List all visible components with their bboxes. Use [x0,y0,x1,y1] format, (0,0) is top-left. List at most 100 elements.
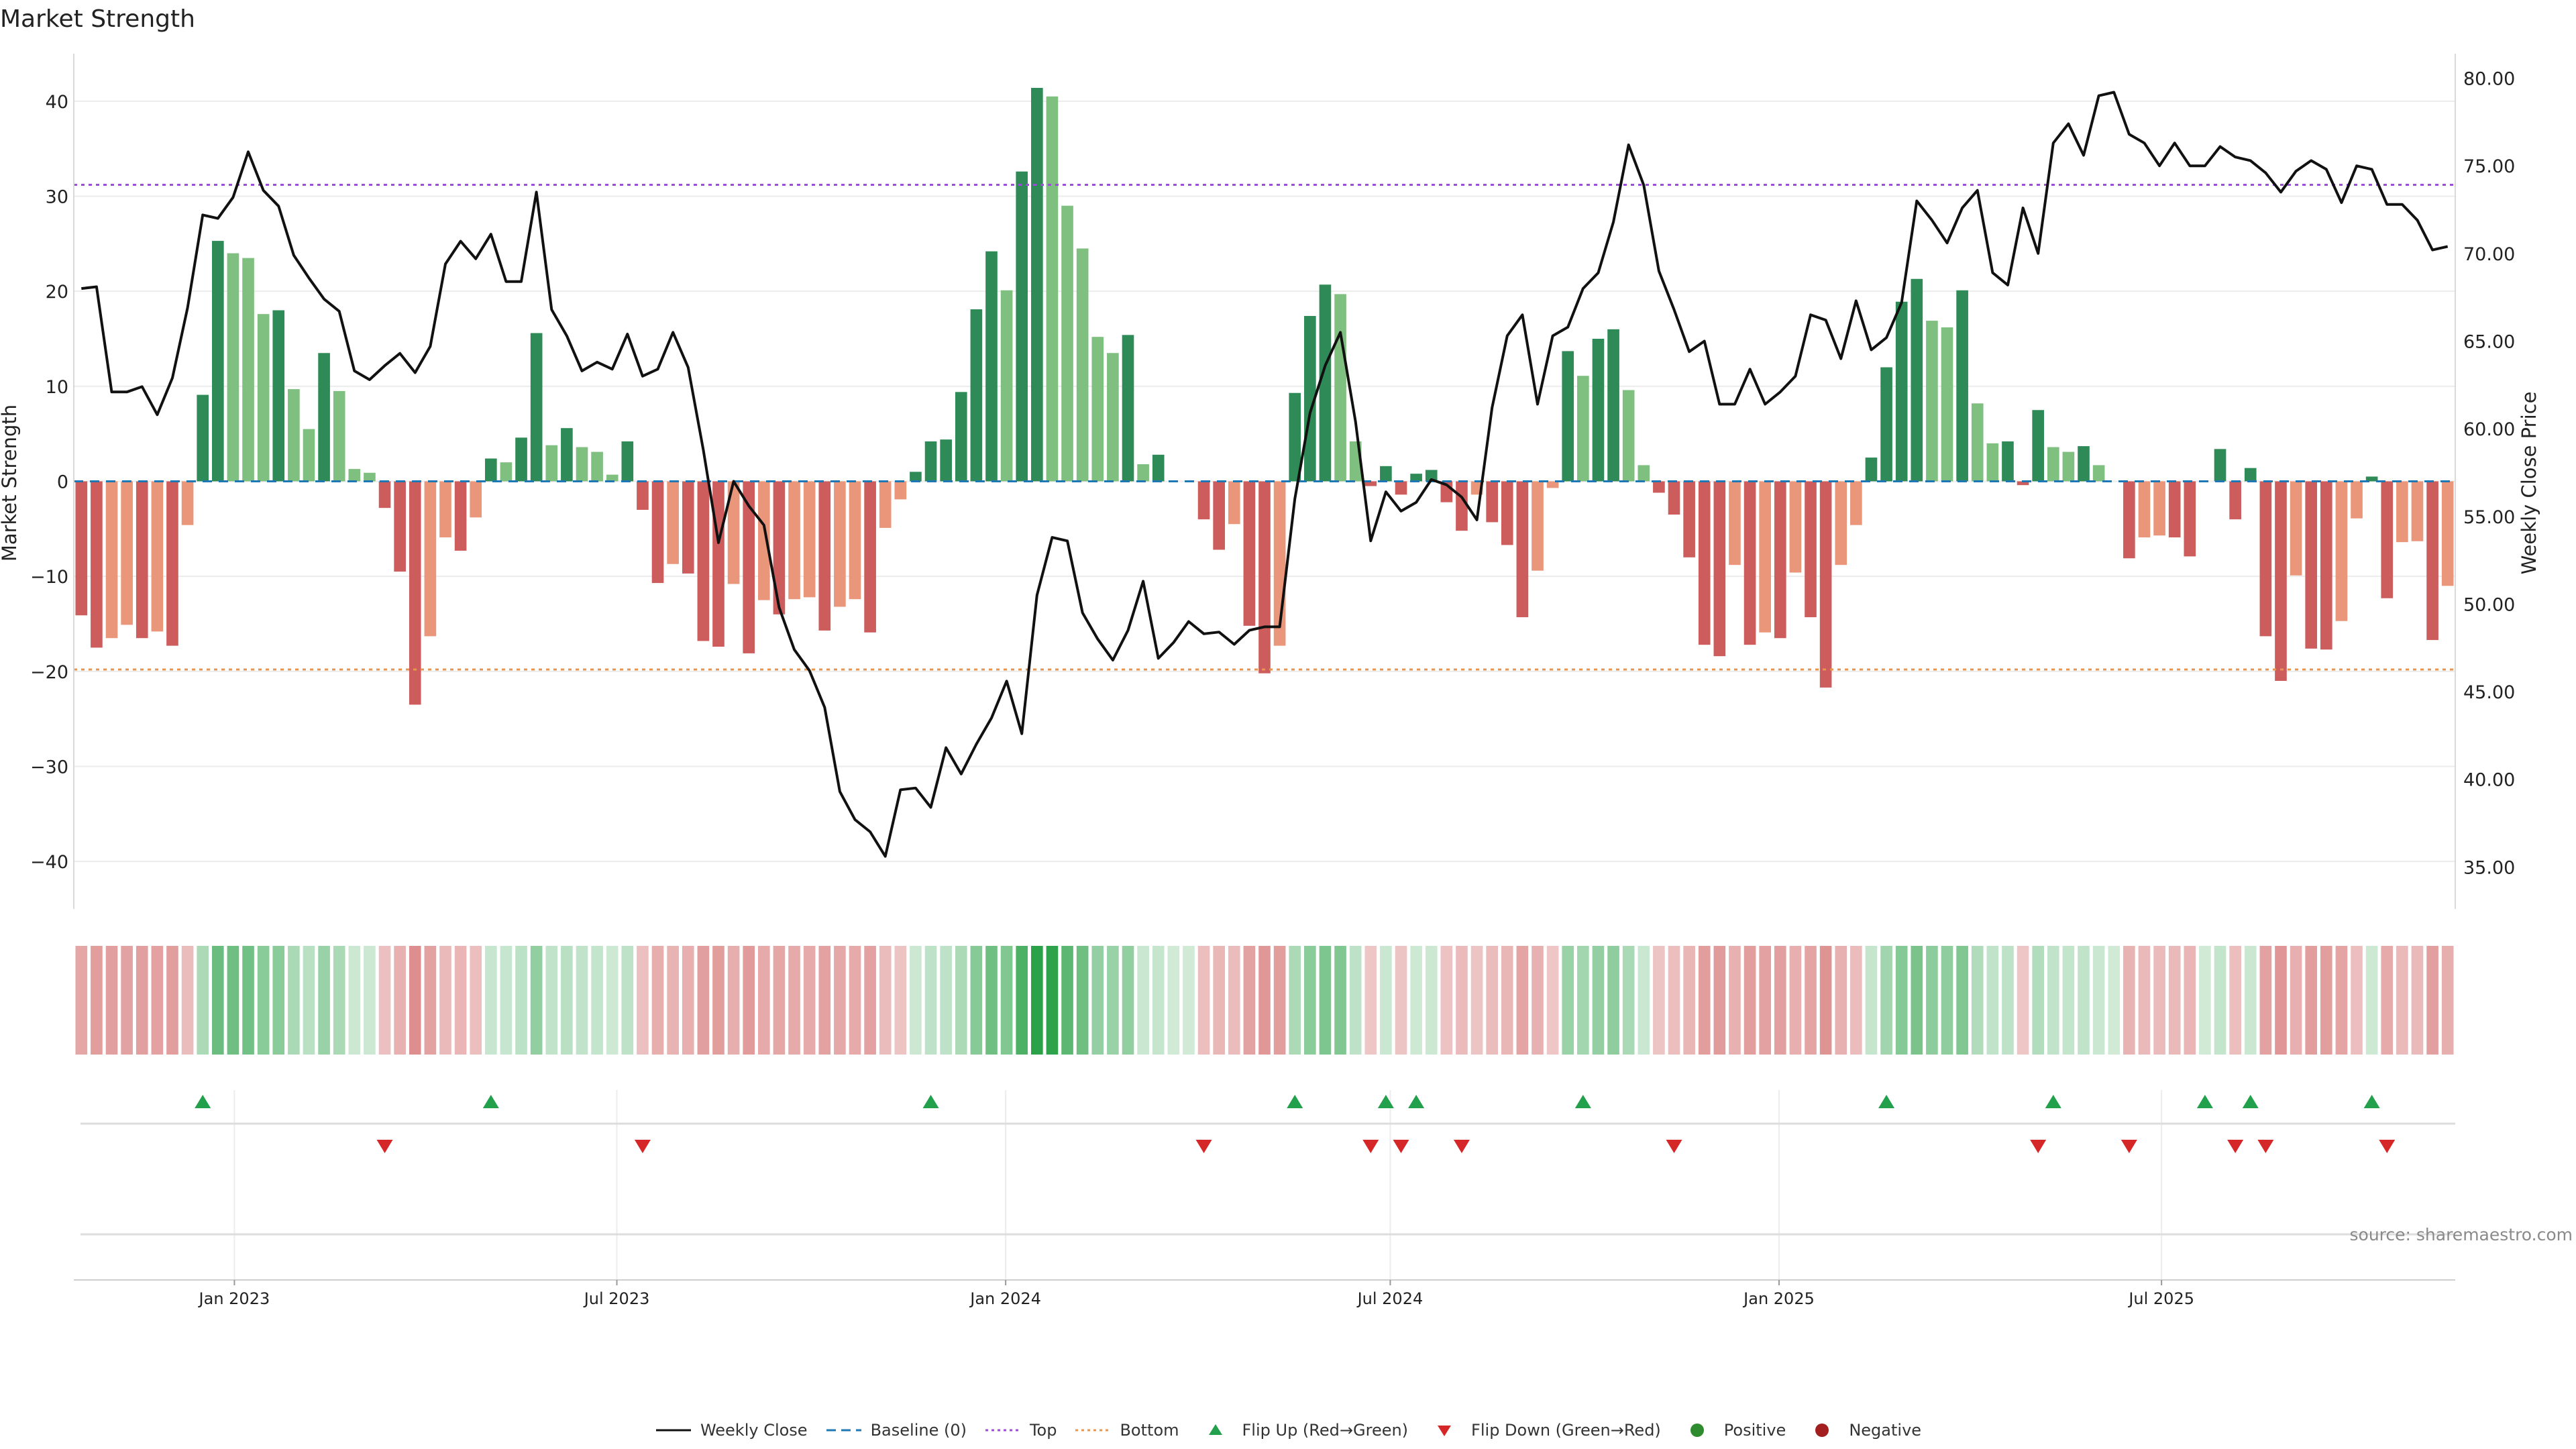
strength-bar [500,462,513,482]
strength-bar [667,481,679,564]
grid [74,100,2455,1280]
heat-cell [1213,946,1225,1055]
heat-cell [667,946,679,1055]
heat-cell [637,946,649,1055]
y2-tick-label: 65.00 [2463,331,2515,352]
heat-cell [2214,946,2226,1055]
flip-down-marker [2379,1140,2396,1153]
heat-cell [682,946,694,1055]
heat-cell [1850,946,1862,1055]
y2-tick-label: 40.00 [2463,770,2515,791]
legend-swatch [826,1429,861,1432]
strength-bar [1243,481,1256,626]
flip-markers [80,1095,2455,1236]
flip-down-marker [1393,1140,1409,1153]
strength-bar [484,458,497,482]
strength-bar [1926,321,1938,482]
heat-cell [970,946,983,1055]
strength-bar [651,481,664,584]
flip-down-marker [2257,1140,2274,1153]
strength-bar [348,469,361,482]
strength-bar [318,353,330,482]
strength-bar [727,481,740,584]
strength-bar [394,481,406,572]
heat-cell [2229,946,2241,1055]
y2-tick-label: 35.00 [2463,857,2515,878]
strength-bar [712,481,724,647]
heat-cell [1425,946,1438,1055]
strength-bar [2184,481,2196,557]
flip-down-marker [634,1140,651,1153]
heat-cell [515,946,527,1055]
heat-cell [1016,946,1028,1055]
y2-tick-label: 60.00 [2463,419,2515,440]
heat-cell [1653,946,1665,1055]
strength-bar [1698,481,1711,645]
strength-bar [151,481,164,632]
y-tick-label: −30 [30,757,68,778]
strength-bar [2153,481,2165,536]
strength-bar [545,445,558,482]
heat-cell [545,946,558,1055]
heat-cell [1926,946,1938,1055]
heat-cell [2108,946,2121,1055]
strength-bar [2168,481,2181,538]
heat-cell [985,946,998,1055]
heat-cell [318,946,330,1055]
heat-cell [576,946,588,1055]
strength-bar [576,447,588,482]
heat-cell [470,946,482,1055]
strength-bar [470,481,482,518]
heat-cell [1091,946,1104,1055]
heat-cell [2047,946,2059,1055]
y2-tick-label: 70.00 [2463,244,2515,265]
y2-tick-label: 55.00 [2463,507,2515,528]
strength-bar [2441,481,2454,586]
heat-cell [272,946,285,1055]
strength-bar [2396,481,2408,543]
strength-bar [955,392,967,482]
legend-swatch [1438,1426,1452,1436]
heat-cell [288,946,300,1055]
heat-cell [2396,946,2408,1055]
heat-cell [2320,946,2332,1055]
strength-bar [910,472,922,482]
y2-tick-label: 75.00 [2463,156,2515,177]
heat-cell [940,946,952,1055]
strength-bar [697,481,710,641]
strength-bar [1743,481,1756,645]
heat-cell [227,946,239,1055]
heat-cell [484,946,497,1055]
strength-bar [2123,481,2135,559]
flip-down-marker [1362,1140,1379,1153]
heat-cell [591,946,603,1055]
heat-cell [1638,946,1650,1055]
strength-bar [1122,335,1134,482]
heat-cell [1501,946,1513,1055]
strength-bar [864,481,876,633]
strength-bar [2351,481,2363,519]
strength-bar [1865,458,1878,482]
strength-bar [1395,481,1407,495]
heat-cell [1380,946,1392,1055]
strength-bar [1971,403,1984,482]
strength-bar [1501,481,1513,545]
heat-cell [1819,946,1832,1055]
strength-bar [940,439,952,482]
heat-cell [409,946,421,1055]
strength-bar [1152,454,1165,482]
y2-axis-label: Weekly Close Price [2518,392,2540,575]
heat-cell [1334,946,1346,1055]
legend-swatch [1075,1429,1111,1432]
strength-bar [606,474,619,482]
strength-bar [1258,481,1271,674]
heat-cell [1197,946,1210,1055]
heat-cell [166,946,178,1055]
heat-cell [211,946,224,1055]
strength-bar [181,481,194,525]
heat-cell [894,946,907,1055]
strength-bar [2138,481,2151,538]
heat-cell [788,946,800,1055]
x-tick-label: Jul 2023 [583,1289,650,1308]
heat-cell [1622,946,1635,1055]
